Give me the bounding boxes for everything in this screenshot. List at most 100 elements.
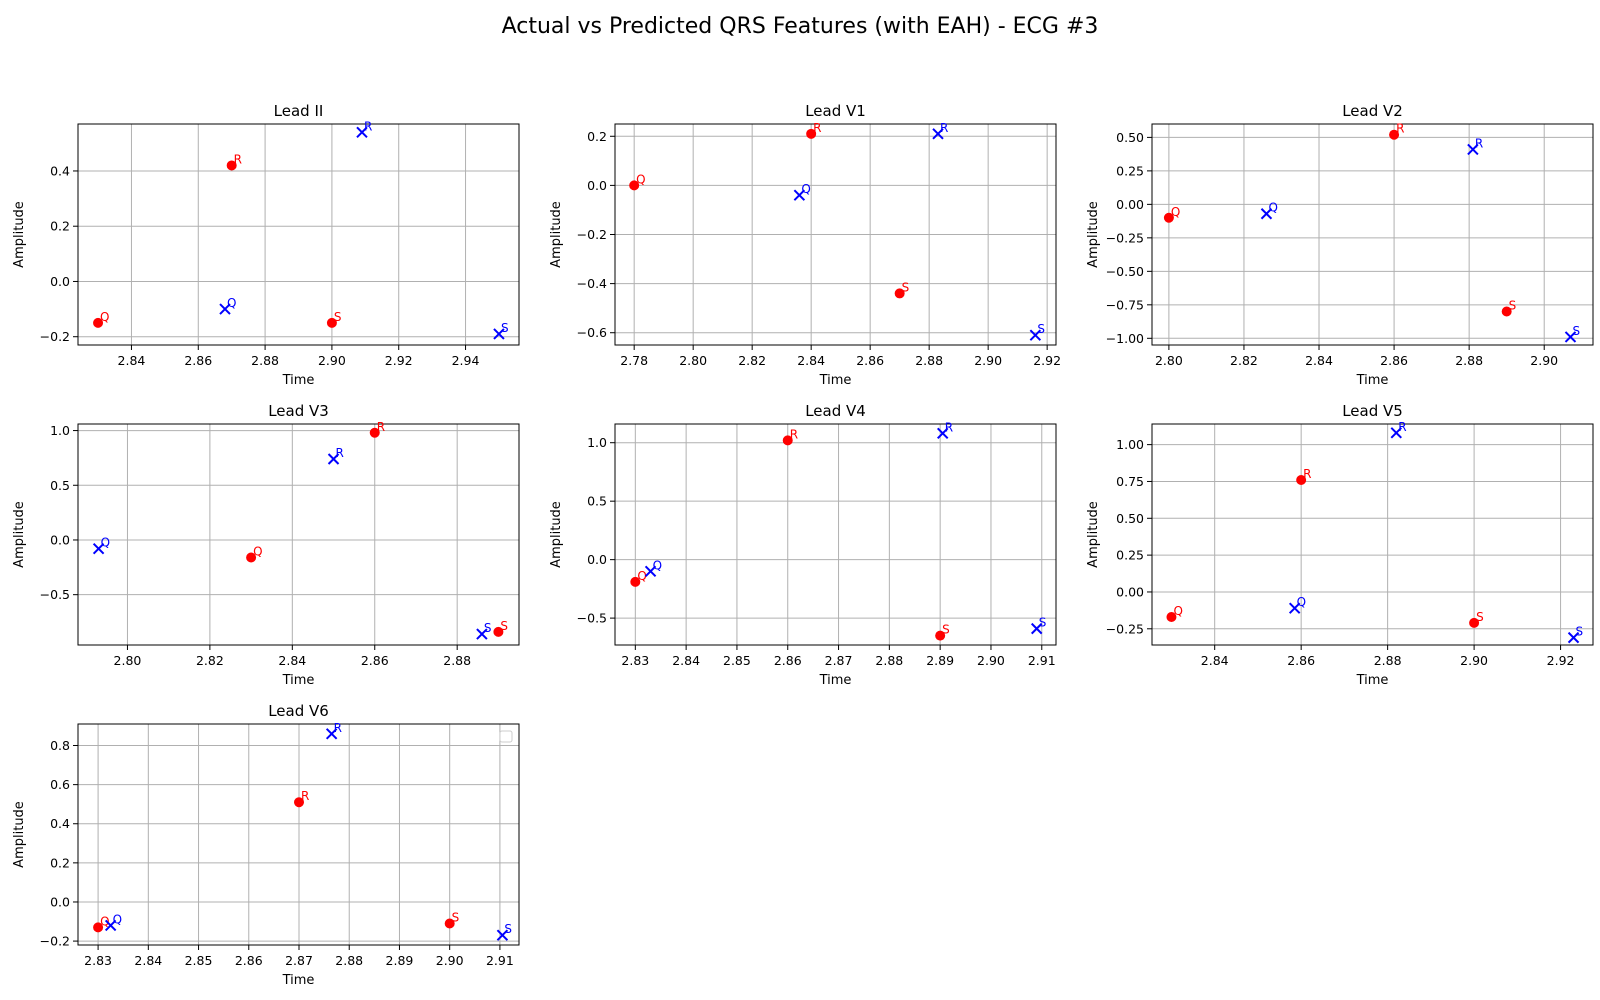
actual-point-label: Q	[636, 172, 645, 186]
x-tick-label: 2.88	[915, 353, 943, 368]
y-tick-label: 0.0	[50, 532, 70, 547]
y-tick-label: 0.8	[50, 738, 70, 753]
actual-point-label: Q	[100, 914, 109, 928]
actual-point	[294, 797, 305, 808]
x-axis-label: Time	[282, 673, 315, 688]
predicted-point-label: Q	[227, 296, 236, 310]
x-tick-label: 2.88	[251, 353, 279, 368]
actual-point-label: R	[790, 427, 798, 441]
actual-point-label: R	[377, 420, 385, 434]
y-tick-label: 0.75	[1116, 474, 1144, 489]
subplot-lead-ii: 2.84 2.86 2.88 2.90 2.92 2.94 −0.2 0.0 0.2 0.4 Lea…	[12, 102, 520, 388]
predicted-point-label: S	[1039, 616, 1047, 630]
actual-point-label: S	[334, 310, 342, 324]
plot-area	[78, 424, 519, 645]
y-axis-label: Amplitude	[12, 201, 27, 268]
y-tick-label: 0.5	[50, 478, 70, 493]
subplot-lead-v4: 2.83 2.84 2.85 2.86 2.87 2.88 2.89 2.90 2.91 −0.5…	[549, 402, 1057, 688]
y-tick-label: 0.0	[587, 552, 607, 567]
subplot-title: Lead V4	[805, 402, 866, 420]
predicted-point-label: R	[334, 721, 342, 735]
predicted-point-label: S	[1037, 322, 1045, 336]
subplot-lead-v6: 2.83 2.84 2.85 2.86 2.87 2.88 2.89 2.90 2.91 −0.2…	[12, 702, 520, 988]
axes-frame	[1151, 123, 1594, 346]
x-tick-label: 2.88	[1455, 353, 1483, 368]
plot-area	[1152, 124, 1593, 345]
x-tick-label: 2.92	[1033, 353, 1061, 368]
axes-frame	[614, 423, 1057, 646]
actual-point-label: R	[301, 789, 309, 803]
predicted-point-label: R	[364, 119, 372, 133]
predicted-point-label: S	[1576, 625, 1584, 639]
y-tick-label: 0.25	[1116, 163, 1144, 178]
x-axis-label: Time	[819, 673, 852, 688]
y-tick-label: −0.2	[577, 227, 607, 242]
plot-area	[78, 724, 519, 945]
y-tick-label: 0.0	[50, 274, 70, 289]
x-tick-label: 2.91	[486, 953, 514, 968]
x-tick-label: 2.90	[436, 953, 464, 968]
actual-point-label: S	[500, 619, 508, 633]
actual-point-label: R	[813, 121, 821, 135]
x-tick-label: 2.91	[1028, 653, 1056, 668]
legend-box	[499, 730, 513, 743]
actual-point-label: S	[1509, 299, 1517, 313]
actual-point	[806, 128, 817, 139]
actual-point	[1166, 612, 1177, 623]
y-tick-label: −0.4	[577, 276, 607, 291]
x-tick-label: 2.84	[134, 953, 162, 968]
predicted-point-label: Q	[801, 182, 810, 196]
actual-point	[1469, 617, 1480, 628]
actual-point-label: Q	[1173, 604, 1182, 618]
y-tick-label: 0.2	[587, 129, 607, 144]
subplot-lead-v1: 2.78 2.80 2.82 2.84 2.86 2.88 2.90 2.92 −0.6 −0.4…	[549, 102, 1061, 388]
x-tick-label: 2.89	[926, 653, 954, 668]
axes-frame	[77, 423, 520, 646]
subplot-title: Lead V1	[805, 102, 866, 120]
actual-point-label: Q	[100, 310, 109, 324]
predicted-point-label: R	[336, 446, 344, 460]
y-tick-label: 1.00	[1116, 437, 1144, 452]
actual-point-label: Q	[253, 544, 262, 558]
x-tick-label: 2.88	[443, 653, 471, 668]
x-tick-label: 2.90	[977, 653, 1005, 668]
y-tick-label: −0.5	[40, 587, 70, 602]
actual-point	[630, 576, 641, 587]
subplot-lead-v3: 2.80 2.82 2.84 2.86 2.88 −0.5 0.0 0.5 1.0 Lead V3…	[12, 402, 520, 688]
predicted-point	[644, 565, 657, 578]
y-axis-label: Amplitude	[1086, 501, 1101, 568]
predicted-point	[1260, 208, 1273, 220]
x-tick-label: 2.82	[738, 353, 766, 368]
x-tick-label: 2.83	[84, 953, 112, 968]
predicted-point-label: Q	[653, 558, 662, 572]
x-axis-label: Time	[1356, 373, 1389, 388]
predicted-point	[496, 929, 509, 941]
plot-area	[78, 124, 519, 345]
x-axis-label: Time	[819, 373, 852, 388]
predicted-point-label: S	[504, 922, 512, 936]
predicted-point-label: Q	[1268, 201, 1277, 215]
actual-point-label: S	[1476, 610, 1484, 624]
predicted-point-label: Q	[101, 536, 110, 550]
y-tick-label: 0.50	[1116, 130, 1144, 145]
y-axis-label: Amplitude	[12, 801, 27, 868]
x-tick-label: 2.90	[974, 353, 1002, 368]
x-tick-label: 2.89	[386, 953, 414, 968]
actual-point-label: S	[942, 623, 950, 637]
x-tick-label: 2.84	[1305, 353, 1333, 368]
y-axis-label: Amplitude	[1086, 201, 1101, 268]
y-tick-label: −0.5	[577, 611, 607, 626]
predicted-point-label: R	[1398, 420, 1406, 434]
predicted-point	[219, 303, 231, 315]
x-tick-label: 2.92	[385, 353, 413, 368]
x-tick-label: 2.84	[1201, 653, 1229, 668]
x-tick-label: 2.90	[1530, 353, 1558, 368]
predicted-point	[793, 189, 806, 201]
predicted-point	[327, 453, 340, 465]
figure-title: Actual vs Predicted QRS Features (with E…	[501, 14, 1099, 39]
predicted-point	[1288, 602, 1301, 614]
y-tick-label: 0.2	[50, 855, 70, 870]
actual-point	[93, 317, 104, 328]
predicted-point-label: Q	[113, 912, 122, 926]
predicted-point	[476, 628, 488, 640]
